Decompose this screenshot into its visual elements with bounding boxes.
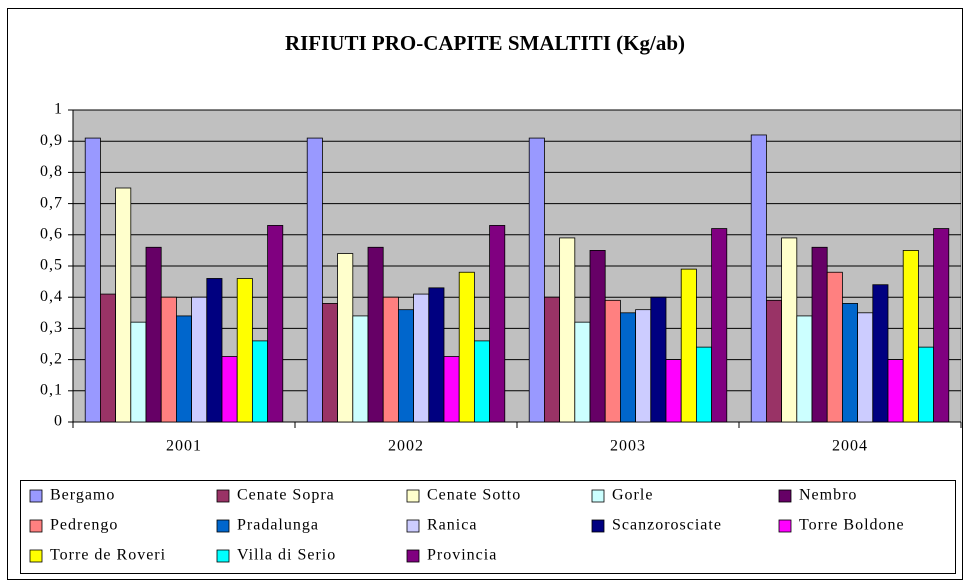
bar <box>367 246 384 423</box>
legend-swatch <box>406 519 420 533</box>
legend-swatch <box>216 519 230 533</box>
bar <box>665 359 682 423</box>
legend-swatch <box>591 519 605 533</box>
legend-label: Pedrengo <box>50 517 118 534</box>
x-tick-label: 2003 <box>610 438 646 455</box>
bar <box>176 315 192 423</box>
bar <box>267 225 284 423</box>
y-tick-label: 0,9 <box>40 132 63 149</box>
bar <box>413 293 430 423</box>
legend-swatch <box>591 489 605 503</box>
legend-label: Provincia <box>427 547 497 564</box>
y-tick-label: 0,7 <box>40 194 63 211</box>
bar <box>473 340 490 423</box>
bar <box>160 296 177 423</box>
legend-label: Villa di Serio <box>237 547 336 564</box>
bar <box>650 296 667 423</box>
legend-swatch <box>29 489 43 503</box>
legend-swatch <box>216 549 230 563</box>
bar <box>680 268 697 423</box>
legend-label: Cenate Sotto <box>427 487 521 504</box>
bar <box>236 278 253 423</box>
bar <box>635 309 652 423</box>
bar <box>84 137 101 423</box>
legend-label: Bergamo <box>50 487 115 504</box>
y-tick-label: 0 <box>54 413 63 430</box>
legend-label: Cenate Sopra <box>237 487 335 504</box>
legend-label: Torre Boldone <box>799 517 905 534</box>
y-tick-label: 0,4 <box>40 288 63 305</box>
x-tick-label: 2001 <box>166 438 202 455</box>
bar <box>857 312 874 423</box>
bar <box>398 309 414 423</box>
x-tick-label: 2002 <box>388 438 424 455</box>
bar <box>100 293 117 423</box>
bar <box>711 228 728 423</box>
legend-label: Scanzorosciate <box>612 517 722 534</box>
legend-label: Nembro <box>799 487 857 504</box>
bar <box>917 346 934 423</box>
bar <box>544 296 561 423</box>
bar <box>428 287 445 423</box>
bar <box>251 340 268 423</box>
bar <box>811 246 828 423</box>
bar <box>458 271 475 423</box>
legend-swatch <box>29 519 43 533</box>
bar <box>902 249 919 423</box>
bar <box>191 296 208 423</box>
bar <box>352 315 369 423</box>
bar <box>528 137 545 423</box>
bar <box>337 253 354 423</box>
legend-swatch <box>216 489 230 503</box>
bar <box>842 303 858 423</box>
bar <box>604 299 621 423</box>
bar <box>887 359 904 423</box>
legend-label: Ranica <box>427 517 477 534</box>
bar <box>933 228 950 423</box>
bar <box>796 315 813 423</box>
bar <box>826 271 843 423</box>
legend-label: Torre de Roveri <box>50 547 166 564</box>
bar <box>750 134 767 423</box>
legend-swatch <box>406 489 420 503</box>
bar <box>620 312 636 423</box>
legend-swatch <box>778 489 792 503</box>
bar <box>322 303 339 423</box>
y-tick-label: 0,5 <box>40 257 63 274</box>
bar <box>872 284 889 423</box>
bar <box>559 237 576 423</box>
bar <box>443 356 460 423</box>
bar <box>781 237 798 423</box>
y-tick-label: 0,3 <box>40 319 63 336</box>
bar <box>489 225 506 423</box>
bar <box>206 278 223 423</box>
chart-title: RIFIUTI PRO-CAPITE SMALTITI (Kg/ab) <box>285 31 685 55</box>
y-tick-label: 1 <box>54 101 63 118</box>
y-tick-label: 0,8 <box>40 163 63 180</box>
bar <box>574 321 591 423</box>
legend-frame <box>20 480 956 574</box>
bar <box>130 321 147 423</box>
y-tick-label: 0,1 <box>40 381 63 398</box>
legend-swatch <box>406 549 420 563</box>
bar <box>306 137 323 423</box>
bar <box>382 296 399 423</box>
bar <box>695 346 712 423</box>
x-tick-label: 2004 <box>832 438 868 455</box>
legend-swatch <box>29 549 43 563</box>
bar <box>115 187 132 423</box>
y-tick-label: 0,2 <box>40 350 63 367</box>
legend-label: Pradalunga <box>237 517 319 534</box>
legend-swatch <box>778 519 792 533</box>
bar <box>589 249 606 423</box>
y-tick-label: 0,6 <box>40 225 63 242</box>
bar <box>221 356 238 423</box>
bar <box>145 246 162 423</box>
bar <box>766 299 783 423</box>
legend-label: Gorle <box>612 487 653 504</box>
